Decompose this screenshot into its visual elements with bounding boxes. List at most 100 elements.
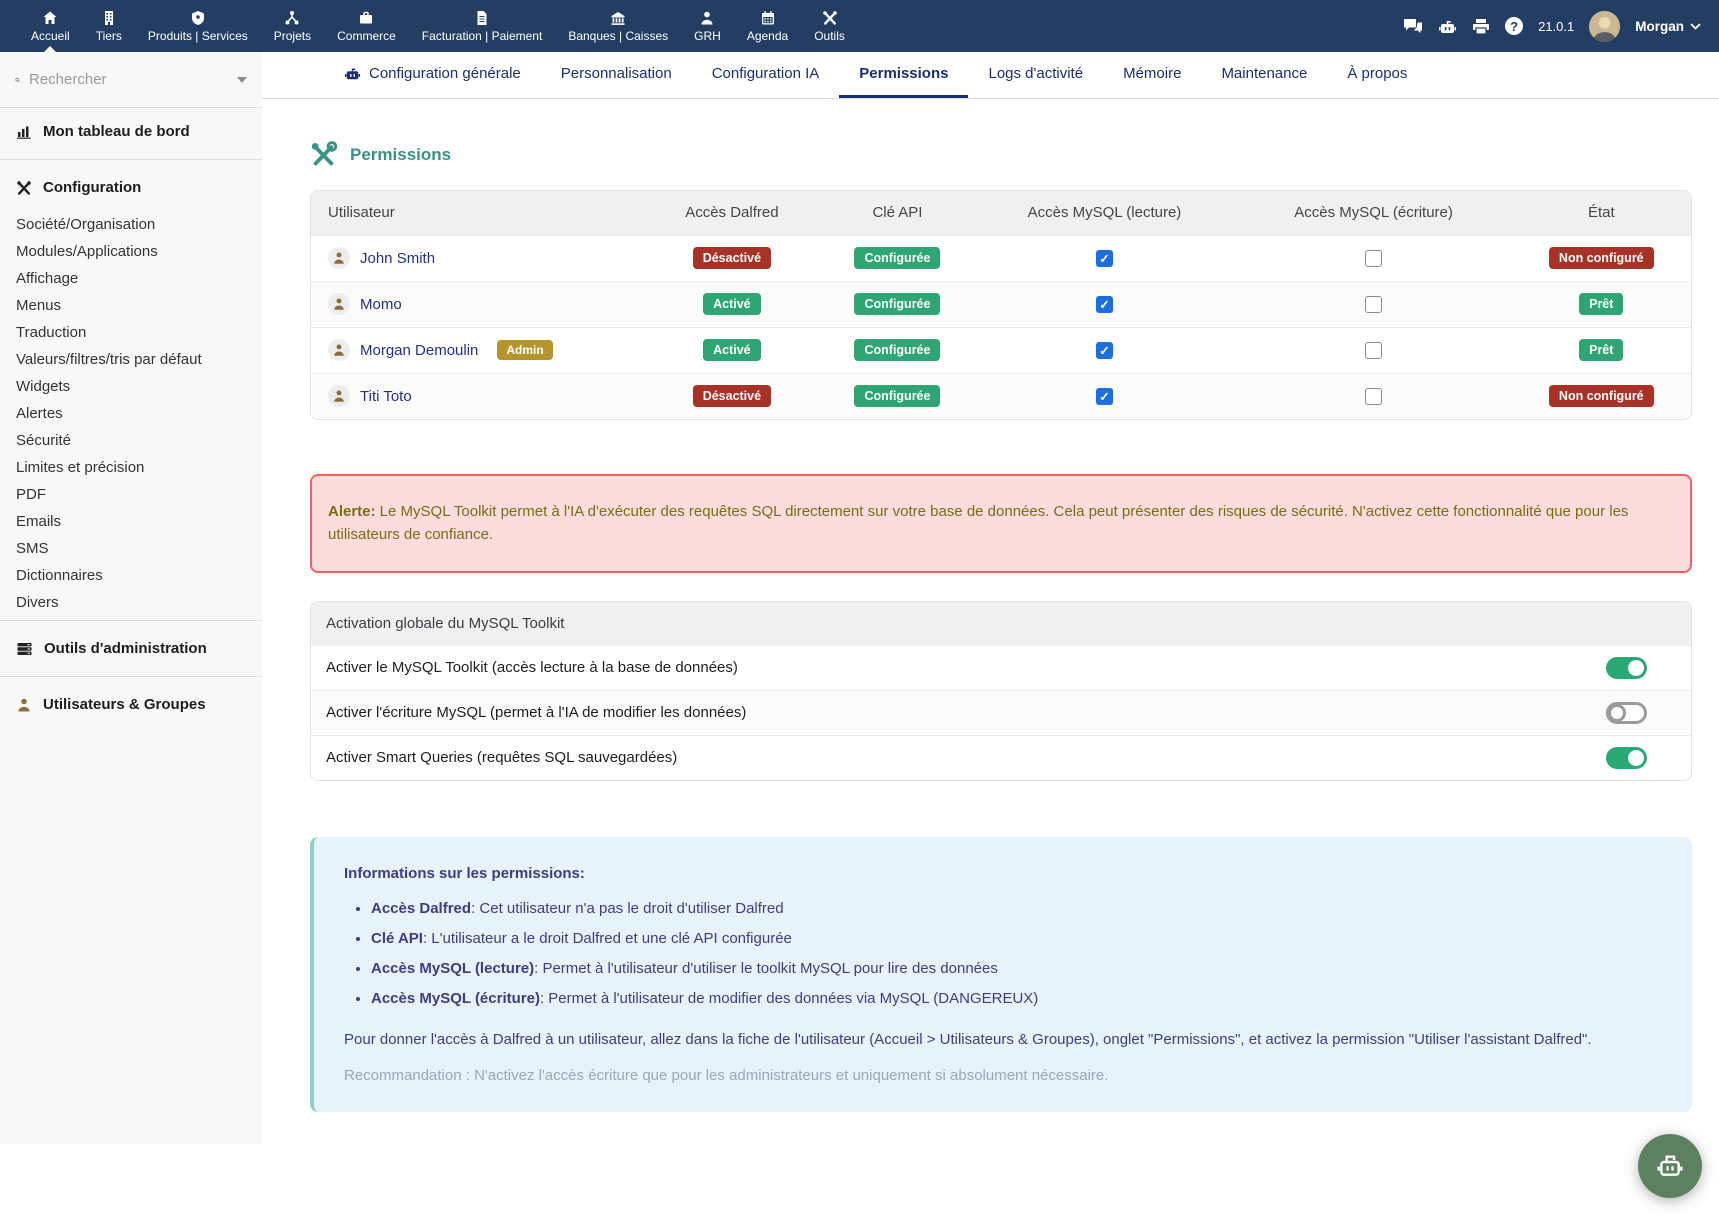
- sidebar-item-emails[interactable]: Emails: [16, 513, 62, 530]
- nav-item-produits-services[interactable]: Produits | Services: [135, 0, 261, 52]
- user-name: Morgan: [1635, 18, 1684, 34]
- content: Permissions Utilisateur Accès Dalfred Cl…: [262, 141, 1719, 1112]
- sidebar-section-configuration[interactable]: Configuration: [0, 164, 262, 211]
- nav-label: Produits | Services: [147, 28, 248, 43]
- sidebar-item-limites-precision[interactable]: Limites et précision: [16, 459, 145, 476]
- col-acces-dalfred: Accès Dalfred: [642, 191, 822, 235]
- sidebar-item-traduction[interactable]: Traduction: [16, 324, 87, 341]
- bank-icon: [611, 11, 625, 25]
- state-badge: Prêt: [1579, 339, 1624, 361]
- mysql-read-checkbox[interactable]: [1095, 295, 1113, 313]
- users-groups-label: Utilisateurs & Groupes: [43, 696, 206, 713]
- tab-a-propos[interactable]: À propos: [1347, 65, 1408, 82]
- printer-icon[interactable]: [1472, 18, 1490, 35]
- robot-icon[interactable]: [1438, 18, 1457, 35]
- mysql-write-checkbox[interactable]: [1365, 249, 1383, 267]
- dalfred-status-badge: Activé: [703, 293, 761, 315]
- smart-queries-toggle[interactable]: [1606, 746, 1647, 769]
- nav-item-accueil[interactable]: Accueil: [18, 0, 83, 52]
- state-badge: Non configuré: [1548, 385, 1654, 408]
- mysql-write-toggle[interactable]: [1606, 701, 1647, 724]
- mysql-read-checkbox[interactable]: [1095, 388, 1113, 406]
- sidebar-item-menus[interactable]: Menus: [16, 297, 62, 314]
- nav-label: Banques | Caisses: [568, 28, 669, 43]
- mysql-toolkit-activation: Activation globale du MySQL Toolkit Acti…: [310, 600, 1692, 781]
- sidebar-item-widgets[interactable]: Widgets: [16, 378, 71, 395]
- mysql-write-checkbox[interactable]: [1365, 388, 1383, 406]
- permissions-table: Utilisateur Accès Dalfred Clé API Accès …: [310, 190, 1692, 420]
- user-name-link[interactable]: Titi Toto: [360, 387, 412, 405]
- api-key-badge: Configurée: [854, 339, 941, 361]
- user-name-link[interactable]: John Smith: [360, 249, 436, 267]
- calendar-icon: [761, 10, 774, 24]
- configuration-header-label: Configuration: [43, 179, 142, 196]
- search-input[interactable]: [29, 71, 228, 88]
- assistant-fab-button[interactable]: [1638, 1134, 1702, 1198]
- sidebar-item-dashboard[interactable]: Mon tableau de bord: [0, 108, 262, 155]
- divider: [0, 620, 262, 621]
- divider: [0, 676, 262, 677]
- bullet-label: Accès MySQL (lecture): [371, 959, 535, 977]
- sidebar-search: [0, 52, 262, 108]
- mysql-read-checkbox[interactable]: [1095, 249, 1113, 267]
- version-label: 21.0.1: [1538, 18, 1575, 34]
- nav-label: Commerce: [337, 28, 396, 43]
- mysql-toolkit-toggle[interactable]: [1606, 656, 1647, 679]
- activation-label: Activer l'écriture MySQL (permet à l'IA …: [326, 704, 747, 721]
- sidebar-item-sms[interactable]: SMS: [16, 540, 49, 557]
- nav-label: Projets: [273, 28, 312, 43]
- sidebar-item-affichage[interactable]: Affichage: [16, 270, 79, 287]
- sidebar-section-users-groups[interactable]: Utilisateurs & Groupes: [0, 681, 262, 728]
- tab-logs-activite[interactable]: Logs d'activité: [988, 65, 1084, 82]
- sidebar-item-modules-applications[interactable]: Modules/Applications: [16, 243, 158, 260]
- user-icon: [328, 385, 350, 408]
- user-avatar[interactable]: [1589, 10, 1621, 42]
- nav-item-commerce[interactable]: Commerce: [324, 0, 409, 52]
- page-title: Permissions: [310, 141, 1692, 168]
- sidebar-item-dictionnaires[interactable]: Dictionnaires: [16, 567, 103, 584]
- user-name-link[interactable]: Morgan Demoulin: [360, 341, 479, 359]
- nav-item-grh[interactable]: GRH: [681, 0, 734, 52]
- table-row: Momo Activé Configurée Prêt: [311, 280, 1691, 327]
- nav-item-facturation-paiement[interactable]: Facturation | Paiement: [409, 0, 556, 52]
- sidebar-item-societe-organisation[interactable]: Société/Organisation: [16, 216, 156, 233]
- tab-maintenance[interactable]: Maintenance: [1221, 65, 1308, 82]
- sidebar-item-securite[interactable]: Sécurité: [16, 432, 72, 449]
- dalfred-status-badge: Activé: [703, 339, 761, 361]
- nav-label: Outils: [814, 28, 845, 43]
- nav-item-projets[interactable]: Projets: [261, 0, 324, 52]
- sidebar-item-pdf[interactable]: PDF: [16, 486, 46, 503]
- sidebar: Mon tableau de bord Configuration Sociét…: [0, 52, 262, 1144]
- chat-icon[interactable]: [1403, 18, 1423, 35]
- user-menu[interactable]: Morgan: [1635, 19, 1701, 34]
- navbar-right: 21.0.1 Morgan: [1403, 10, 1701, 42]
- nav-item-banques-caisses[interactable]: Banques | Caisses: [555, 0, 681, 52]
- mysql-read-checkbox[interactable]: [1095, 341, 1113, 359]
- info-title: Informations sur les permissions:: [344, 864, 585, 882]
- user-icon: [328, 247, 350, 269]
- tab-configuration-ia[interactable]: Configuration IA: [711, 65, 820, 82]
- activation-label: Activer Smart Queries (requêtes SQL sauv…: [326, 749, 678, 766]
- sidebar-item-valeurs-filtres[interactable]: Valeurs/filtres/tris par défaut: [16, 351, 202, 368]
- tab-configuration-generale[interactable]: Configuration générale: [324, 52, 541, 98]
- info-bullet: Accès MySQL (lecture): Permet à l'utilis…: [371, 958, 1662, 979]
- tab-personnalisation[interactable]: Personnalisation: [560, 65, 672, 82]
- nav-item-tiers[interactable]: Tiers: [83, 0, 135, 52]
- bullet-text: : L'utilisateur a le droit Dalfred et un…: [422, 929, 792, 947]
- nav-item-agenda[interactable]: Agenda: [734, 0, 801, 52]
- sidebar-item-divers[interactable]: Divers: [16, 594, 59, 611]
- tab-permissions[interactable]: Permissions: [839, 52, 969, 98]
- sidebar-item-alertes[interactable]: Alertes: [16, 405, 63, 422]
- mysql-write-checkbox[interactable]: [1365, 341, 1383, 359]
- col-utilisateur: Utilisateur: [311, 191, 643, 235]
- tools-icon: [17, 180, 31, 195]
- tab-memoire[interactable]: Mémoire: [1123, 65, 1182, 82]
- help-icon[interactable]: [1505, 17, 1524, 35]
- sidebar-section-admin-tools[interactable]: Outils d'administration: [0, 625, 262, 672]
- search-dropdown-caret-icon[interactable]: [237, 76, 247, 83]
- user-name-link[interactable]: Momo: [360, 295, 402, 313]
- security-alert: Alerte: Le MySQL Toolkit permet à l'IA d…: [310, 474, 1692, 573]
- col-mysql-ecriture: Accès MySQL (écriture): [1235, 191, 1512, 235]
- nav-item-outils[interactable]: Outils: [801, 0, 858, 52]
- mysql-write-checkbox[interactable]: [1365, 295, 1383, 313]
